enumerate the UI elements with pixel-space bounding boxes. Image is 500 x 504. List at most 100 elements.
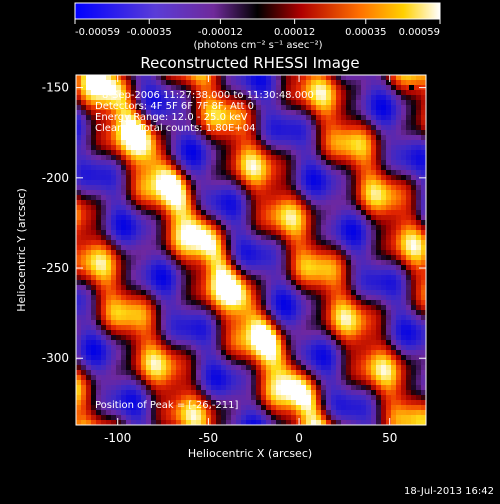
heatmap-cell: [221, 125, 227, 131]
heatmap-cell: [311, 185, 317, 191]
heatmap-cell: [96, 115, 102, 121]
heatmap-cell: [411, 245, 417, 251]
heatmap-cell: [261, 375, 267, 381]
heatmap-cell: [396, 360, 402, 366]
heatmap-cell: [321, 260, 327, 266]
heatmap-cell: [396, 325, 402, 331]
heatmap-cell: [151, 345, 157, 351]
heatmap-cell: [276, 410, 282, 416]
heatmap-cell: [116, 105, 122, 111]
heatmap-cell: [281, 310, 287, 316]
heatmap-cell: [311, 285, 317, 291]
heatmap-cell: [151, 215, 157, 221]
heatmap-cell: [411, 215, 417, 221]
heatmap-cell: [81, 160, 87, 166]
heatmap-cell: [216, 275, 222, 281]
heatmap-cell: [121, 295, 127, 301]
heatmap-cell: [281, 305, 287, 311]
heatmap-cell: [406, 325, 412, 331]
heatmap-cell: [166, 355, 172, 361]
heatmap-cell: [366, 225, 372, 231]
heatmap-cell: [191, 90, 197, 96]
heatmap-cell: [186, 340, 192, 346]
heatmap-cell: [231, 375, 237, 381]
heatmap-cell: [121, 200, 127, 206]
heatmap-cell: [161, 345, 167, 351]
heatmap-cell: [411, 420, 417, 425]
heatmap-cell: [226, 170, 232, 176]
heatmap-cell: [276, 330, 282, 336]
heatmap-cell: [126, 285, 132, 291]
heatmap-cell: [366, 330, 372, 336]
heatmap-cell: [396, 225, 402, 231]
heatmap-cell: [171, 300, 177, 306]
heatmap-cell: [216, 90, 222, 96]
heatmap-cell: [356, 210, 362, 216]
heatmap-cell: [241, 215, 247, 221]
heatmap-cell: [321, 410, 327, 416]
heatmap-cell: [171, 310, 177, 316]
heatmap-cell: [231, 350, 237, 356]
heatmap-cell: [226, 355, 232, 361]
heatmap-cell: [236, 225, 242, 231]
heatmap-cell: [231, 355, 237, 361]
heatmap-cell: [246, 305, 252, 311]
heatmap-cell: [306, 120, 312, 126]
heatmap-cell: [176, 235, 182, 241]
heatmap-cell: [196, 155, 202, 161]
heatmap-cell: [221, 75, 227, 81]
heatmap-cell: [206, 370, 212, 376]
heatmap-cell: [381, 340, 387, 346]
heatmap-cell: [351, 195, 357, 201]
heatmap-cell: [276, 245, 282, 251]
heatmap-cell: [256, 75, 262, 81]
heatmap-cell: [151, 165, 157, 171]
heatmap-cell: [361, 205, 367, 211]
heatmap-cell: [366, 220, 372, 226]
heatmap-cell: [91, 405, 97, 411]
heatmap-cell: [221, 180, 227, 186]
heatmap-cell: [141, 230, 147, 236]
heatmap-cell: [401, 400, 407, 406]
heatmap-cell: [146, 340, 152, 346]
heatmap-cell: [146, 265, 152, 271]
heatmap-cell: [421, 295, 426, 301]
heatmap-cell: [311, 290, 317, 296]
heatmap-cell: [106, 400, 112, 406]
heatmap-cell: [286, 165, 292, 171]
heatmap-cell: [206, 210, 212, 216]
heatmap-cell: [246, 215, 252, 221]
heatmap-cell: [356, 315, 362, 321]
heatmap-cell: [111, 330, 117, 336]
heatmap-cell: [301, 105, 307, 111]
heatmap-cell: [121, 375, 127, 381]
heatmap-cell: [416, 250, 422, 256]
heatmap-cell: [421, 205, 426, 211]
heatmap-cell: [331, 225, 337, 231]
heatmap-cell: [266, 185, 272, 191]
heatmap-cell: [266, 320, 272, 326]
heatmap-cell: [411, 385, 417, 391]
heatmap-cell: [166, 395, 172, 401]
heatmap-cell: [291, 365, 297, 371]
heatmap-cell: [136, 175, 142, 181]
heatmap-cell: [91, 240, 97, 246]
heatmap-cell: [236, 90, 242, 96]
heatmap-cell: [406, 265, 412, 271]
heatmap-cell: [91, 360, 97, 366]
heatmap-cell: [176, 240, 182, 246]
heatmap-cell: [81, 325, 87, 331]
heatmap-cell: [151, 135, 157, 141]
heatmap-cell: [101, 320, 107, 326]
heatmap-cell: [131, 245, 137, 251]
heatmap-cell: [271, 200, 277, 206]
heatmap-cell: [116, 300, 122, 306]
heatmap-cell: [396, 385, 402, 391]
heatmap-cell: [376, 420, 382, 425]
heatmap-cell: [321, 135, 327, 141]
heatmap-cell: [416, 180, 422, 186]
heatmap-cell: [336, 180, 342, 186]
heatmap-cell: [231, 205, 237, 211]
heatmap-cell: [206, 320, 212, 326]
heatmap-cell: [271, 415, 277, 421]
